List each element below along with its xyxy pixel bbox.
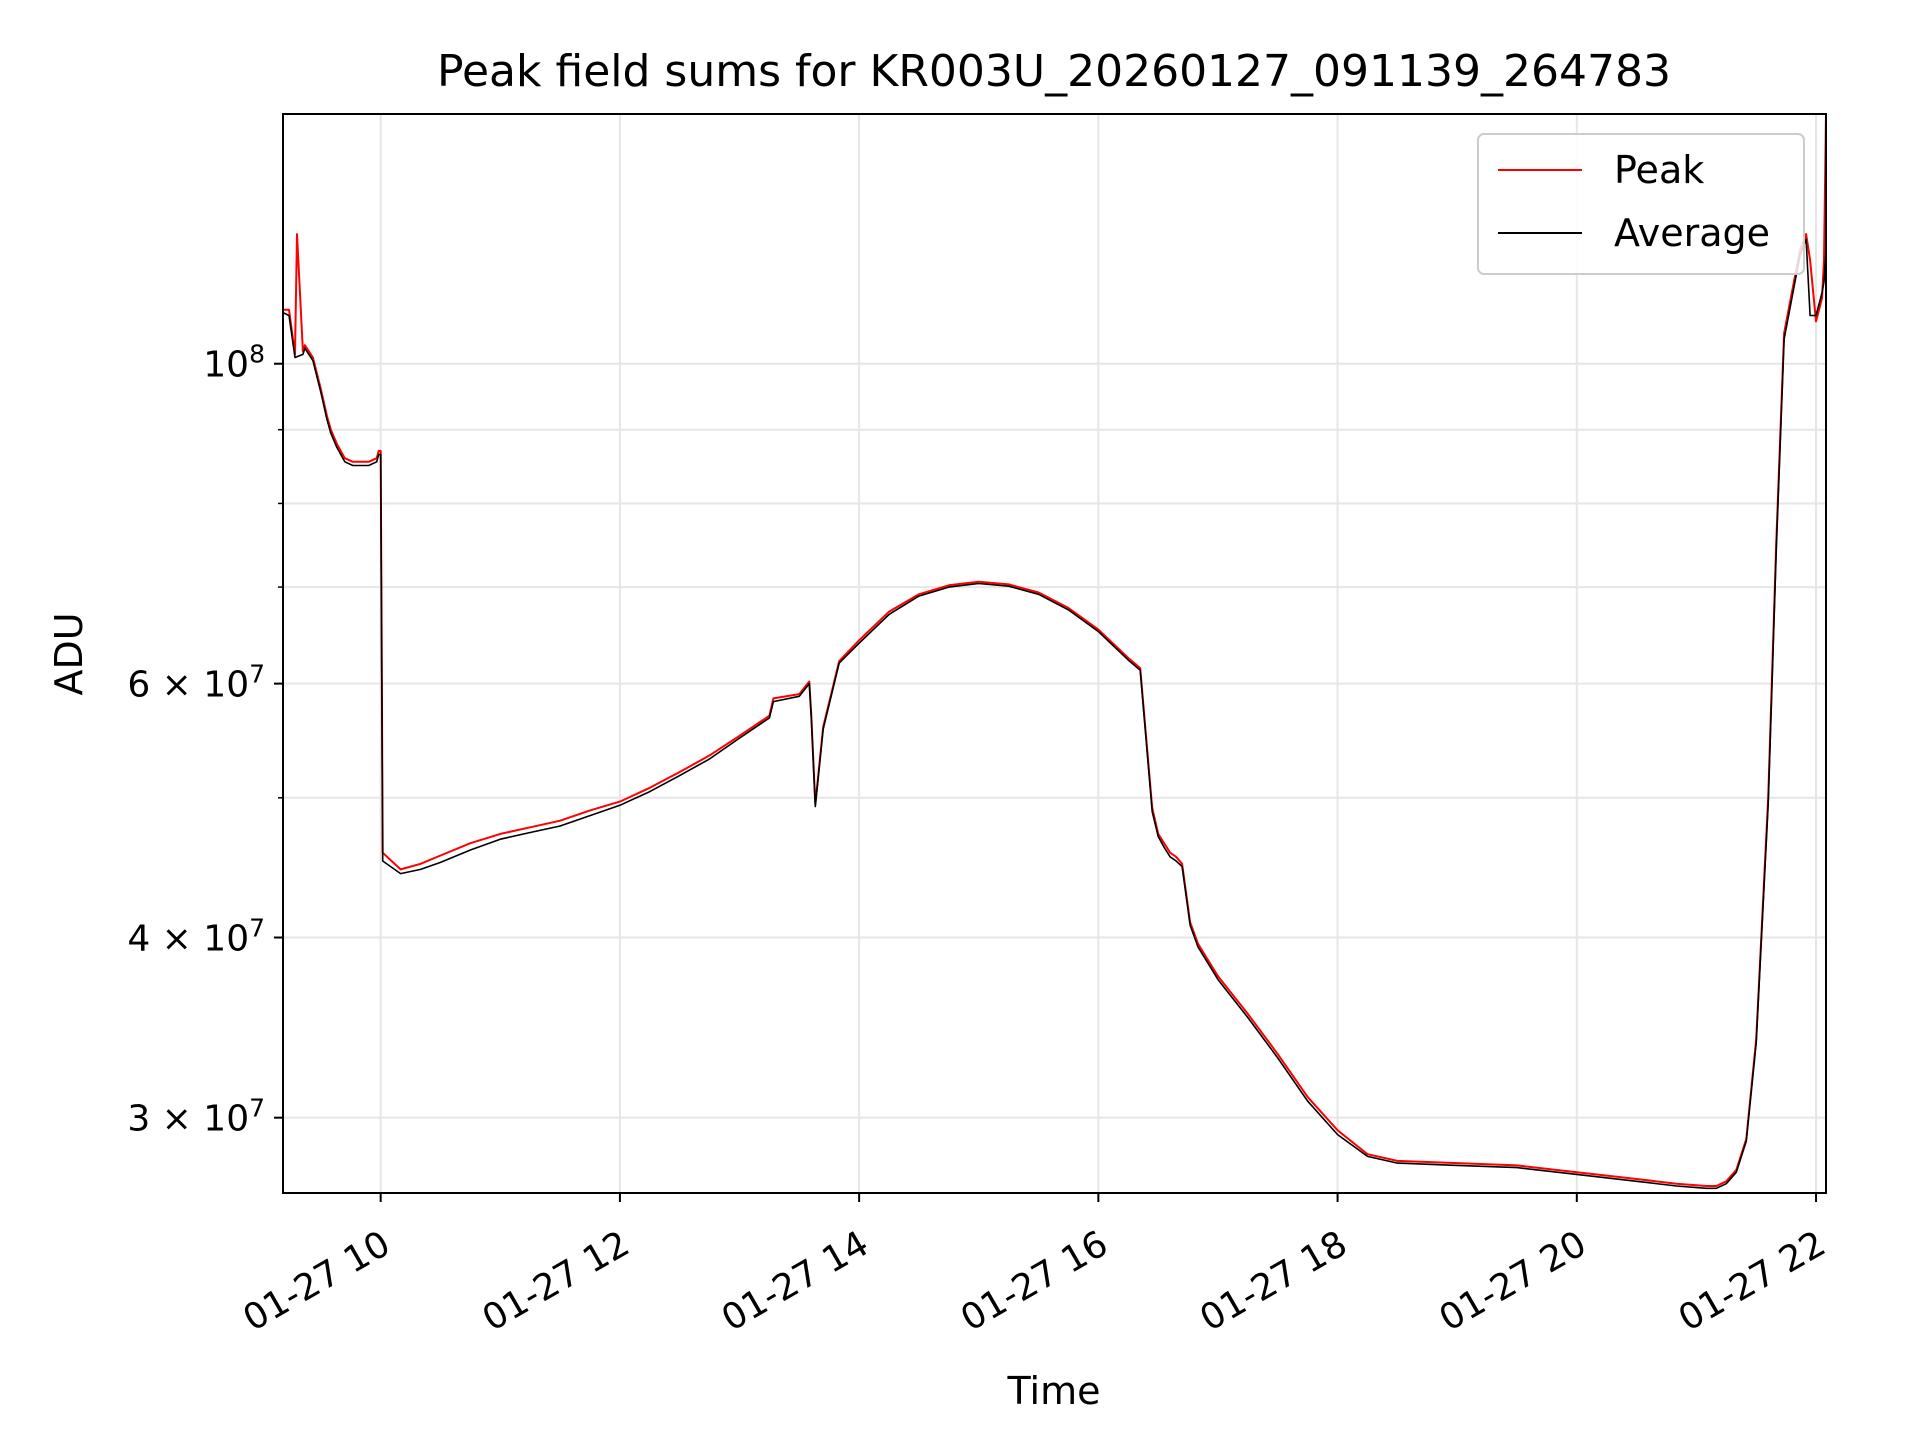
legend-label-peak: Peak: [1614, 148, 1704, 192]
average-series-line: [283, 238, 1826, 1190]
peak-series-line: [283, 114, 1826, 1187]
y-tick-label: 4 × 107: [127, 914, 265, 960]
y-tick-label: 6 × 107: [127, 660, 265, 706]
y-tick-label: 3 × 107: [127, 1094, 265, 1140]
plot-frame: [282, 113, 1827, 1194]
legend: Peak Average: [1477, 133, 1805, 275]
series-layer: [283, 114, 1826, 1190]
legend-label-average: Average: [1614, 211, 1770, 255]
chart-title: Peak field sums for KR003U_20260127_0911…: [437, 46, 1671, 97]
x-axis-label: Time: [1007, 1369, 1101, 1413]
y-tick-label: 108: [203, 340, 265, 386]
y-axis-label: ADU: [47, 612, 91, 695]
grid: [283, 114, 1826, 1193]
